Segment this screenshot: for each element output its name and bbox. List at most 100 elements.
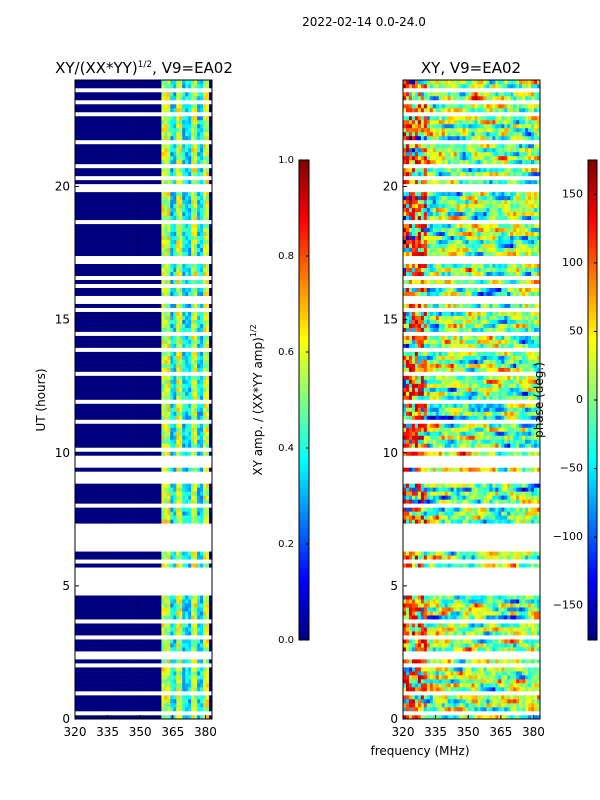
amp-cell	[182, 359, 186, 364]
amp-cell	[119, 683, 123, 688]
amp-cell	[125, 287, 129, 292]
amp-cell	[119, 319, 123, 324]
amp-cell	[182, 95, 186, 101]
amp-cell	[107, 159, 112, 165]
amp-cell	[80, 359, 85, 364]
amp-cell	[197, 439, 201, 444]
amp-cell	[200, 599, 204, 604]
amp-cell	[143, 199, 147, 205]
amp-cell	[140, 127, 144, 133]
amp-cell	[75, 627, 79, 632]
amp-cell	[110, 607, 115, 612]
amp-cell	[209, 495, 213, 500]
amp-cell	[209, 135, 213, 141]
amp-cell	[191, 703, 195, 708]
amp-cell	[98, 647, 103, 652]
amp-cell	[131, 123, 135, 129]
amp-cell	[113, 251, 117, 257]
amp-cell	[146, 511, 150, 516]
amp-cell	[158, 107, 162, 113]
amp-cell	[206, 159, 210, 165]
amp-flagged-row	[75, 331, 212, 336]
amp-cell	[137, 343, 141, 348]
amp-cell	[128, 235, 132, 241]
amp-cell	[110, 671, 115, 676]
amp-cell	[176, 507, 180, 512]
amp-cell	[128, 263, 132, 268]
amp-cell	[194, 703, 198, 708]
amp-cell	[170, 311, 174, 316]
amp-flagged-row	[75, 567, 212, 572]
amp-cell	[83, 151, 88, 157]
amp-cell	[77, 671, 82, 676]
amp-cell	[89, 167, 94, 173]
amp-cell	[182, 243, 186, 249]
amp-cell	[197, 647, 201, 652]
amp-cell	[206, 615, 210, 620]
amp-cell	[137, 155, 141, 161]
amp-cell	[188, 335, 192, 340]
amp-cell	[128, 315, 132, 320]
amp-cell	[143, 127, 147, 133]
amp-cell	[122, 339, 126, 344]
amp-cell	[134, 643, 138, 648]
amp-cell	[89, 659, 94, 664]
amp-cell	[119, 451, 123, 456]
amp-cell	[194, 495, 198, 500]
amp-cell	[92, 119, 97, 125]
amp-cell	[143, 599, 147, 604]
amp-cell	[176, 671, 180, 676]
amp-cell	[101, 599, 106, 604]
amp-cell	[206, 351, 210, 356]
amp-cell	[92, 391, 97, 396]
amp-cell	[188, 207, 192, 213]
amp-cell	[170, 687, 174, 692]
amp-cell	[149, 215, 153, 221]
amp-cell	[98, 243, 103, 249]
amp-cell	[155, 431, 159, 436]
amp-cell	[155, 207, 159, 213]
amp-cell	[119, 151, 123, 157]
amp-cell	[146, 435, 150, 440]
amp-cell	[75, 159, 79, 165]
amp-cell	[101, 107, 106, 113]
amp-cell	[146, 703, 150, 708]
amp-cell	[80, 511, 85, 516]
amp-cell	[164, 495, 168, 500]
amp-cell	[155, 155, 159, 161]
amp-cell	[155, 435, 159, 440]
amp-cell	[176, 595, 180, 600]
amp-cell	[107, 507, 112, 512]
amp-cell	[161, 243, 165, 249]
amp-cell	[140, 239, 144, 245]
amp-cell	[143, 311, 147, 316]
amp-cell	[191, 91, 195, 97]
amp-cell	[143, 427, 147, 432]
amp-cell	[209, 303, 213, 308]
amp-cell	[152, 695, 156, 700]
amp-cell	[134, 243, 138, 249]
amp-cell	[89, 291, 94, 296]
amp-cell	[194, 95, 198, 101]
amp-cell	[200, 267, 204, 272]
amp-cell	[137, 251, 141, 257]
amp-cell	[101, 191, 106, 197]
amp-cell	[131, 279, 135, 284]
amp-cell	[75, 303, 79, 308]
amp-cell	[107, 171, 112, 177]
amp-cell	[197, 639, 201, 644]
amp-cell	[107, 431, 112, 436]
amp-cell	[203, 103, 207, 109]
amp-cell	[101, 555, 106, 560]
amp-cell	[98, 267, 103, 272]
amp-cell	[122, 323, 126, 328]
amp-cell	[80, 215, 85, 221]
amp-cell	[134, 515, 138, 520]
amp-cell	[149, 467, 153, 472]
amp-cell	[188, 435, 192, 440]
amp-cell	[191, 119, 195, 125]
amp-cell	[191, 499, 195, 504]
amp-cell	[75, 643, 79, 648]
amp-cell	[110, 167, 115, 173]
amp-cell	[101, 643, 106, 648]
